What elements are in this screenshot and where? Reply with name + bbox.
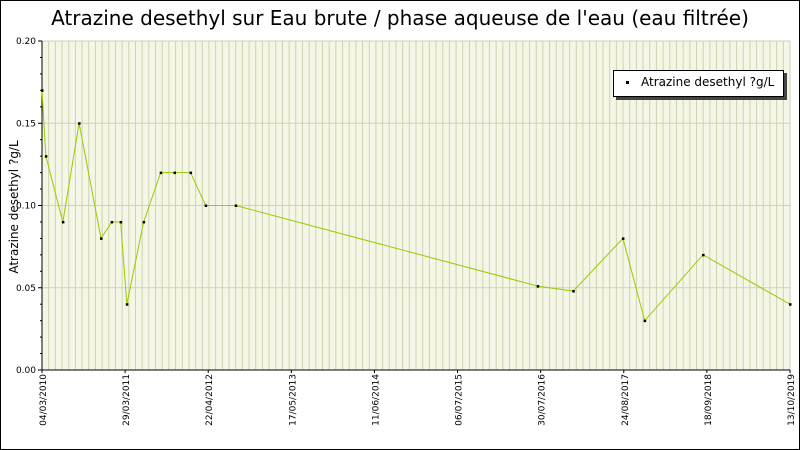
x-tick-label: 24/08/2017 bbox=[621, 374, 631, 426]
legend: Atrazine desethyl ?g/L bbox=[613, 70, 784, 97]
data-point bbox=[789, 303, 792, 306]
data-point bbox=[142, 220, 146, 224]
legend-marker bbox=[626, 81, 629, 84]
data-point bbox=[110, 220, 114, 224]
x-tick-label: 11/06/2014 bbox=[371, 374, 381, 426]
data-point bbox=[100, 237, 103, 240]
data-point bbox=[159, 171, 163, 175]
series-lines bbox=[41, 90, 791, 322]
x-tick-label: 30/07/2016 bbox=[538, 374, 548, 426]
data-point bbox=[173, 171, 177, 175]
x-tick-label: 29/03/2011 bbox=[122, 374, 132, 426]
data-point bbox=[621, 237, 625, 240]
x-tick-label: 13/10/2019 bbox=[787, 374, 797, 426]
legend-label: Atrazine desethyl ?g/L bbox=[641, 75, 775, 89]
x-tick-label: 06/07/2015 bbox=[455, 374, 465, 426]
y-tick-label: 0.00 bbox=[16, 366, 36, 376]
data-point bbox=[189, 171, 193, 175]
x-tick-label: 04/03/2010 bbox=[39, 374, 49, 426]
data-point bbox=[234, 204, 238, 207]
data-point bbox=[572, 290, 575, 293]
data-point bbox=[536, 285, 540, 288]
y-tick-label: 0.05 bbox=[16, 284, 36, 294]
x-tick-label: 18/09/2018 bbox=[704, 374, 714, 426]
x-tick-labels: 04/03/2010 29/03/2011 22/04/2012 17/05/2013… bbox=[39, 374, 797, 426]
y-tick-label: 0.15 bbox=[16, 119, 36, 129]
data-point bbox=[643, 319, 647, 323]
data-point bbox=[119, 220, 123, 224]
series-markers bbox=[41, 89, 792, 323]
data-point bbox=[41, 89, 44, 92]
y-axis-label: Atrazine desethyl ?g/L bbox=[7, 140, 21, 274]
data-point bbox=[61, 220, 65, 224]
data-point bbox=[204, 204, 208, 207]
y-tick-labels: 0.00 0.05 0.10 0.15 0.20 bbox=[16, 37, 36, 376]
data-point bbox=[125, 303, 129, 306]
x-tick-label: 22/04/2012 bbox=[205, 374, 215, 426]
y-tick-label: 0.10 bbox=[16, 202, 36, 212]
data-point bbox=[702, 253, 705, 257]
data-point bbox=[44, 155, 48, 158]
chart-title: Atrazine desethyl sur Eau brute / phase … bbox=[51, 6, 749, 30]
x-tick-label: 17/05/2013 bbox=[288, 374, 298, 426]
series-line bbox=[41, 90, 791, 322]
y-tick-label: 0.20 bbox=[16, 37, 36, 47]
data-point bbox=[78, 122, 81, 125]
